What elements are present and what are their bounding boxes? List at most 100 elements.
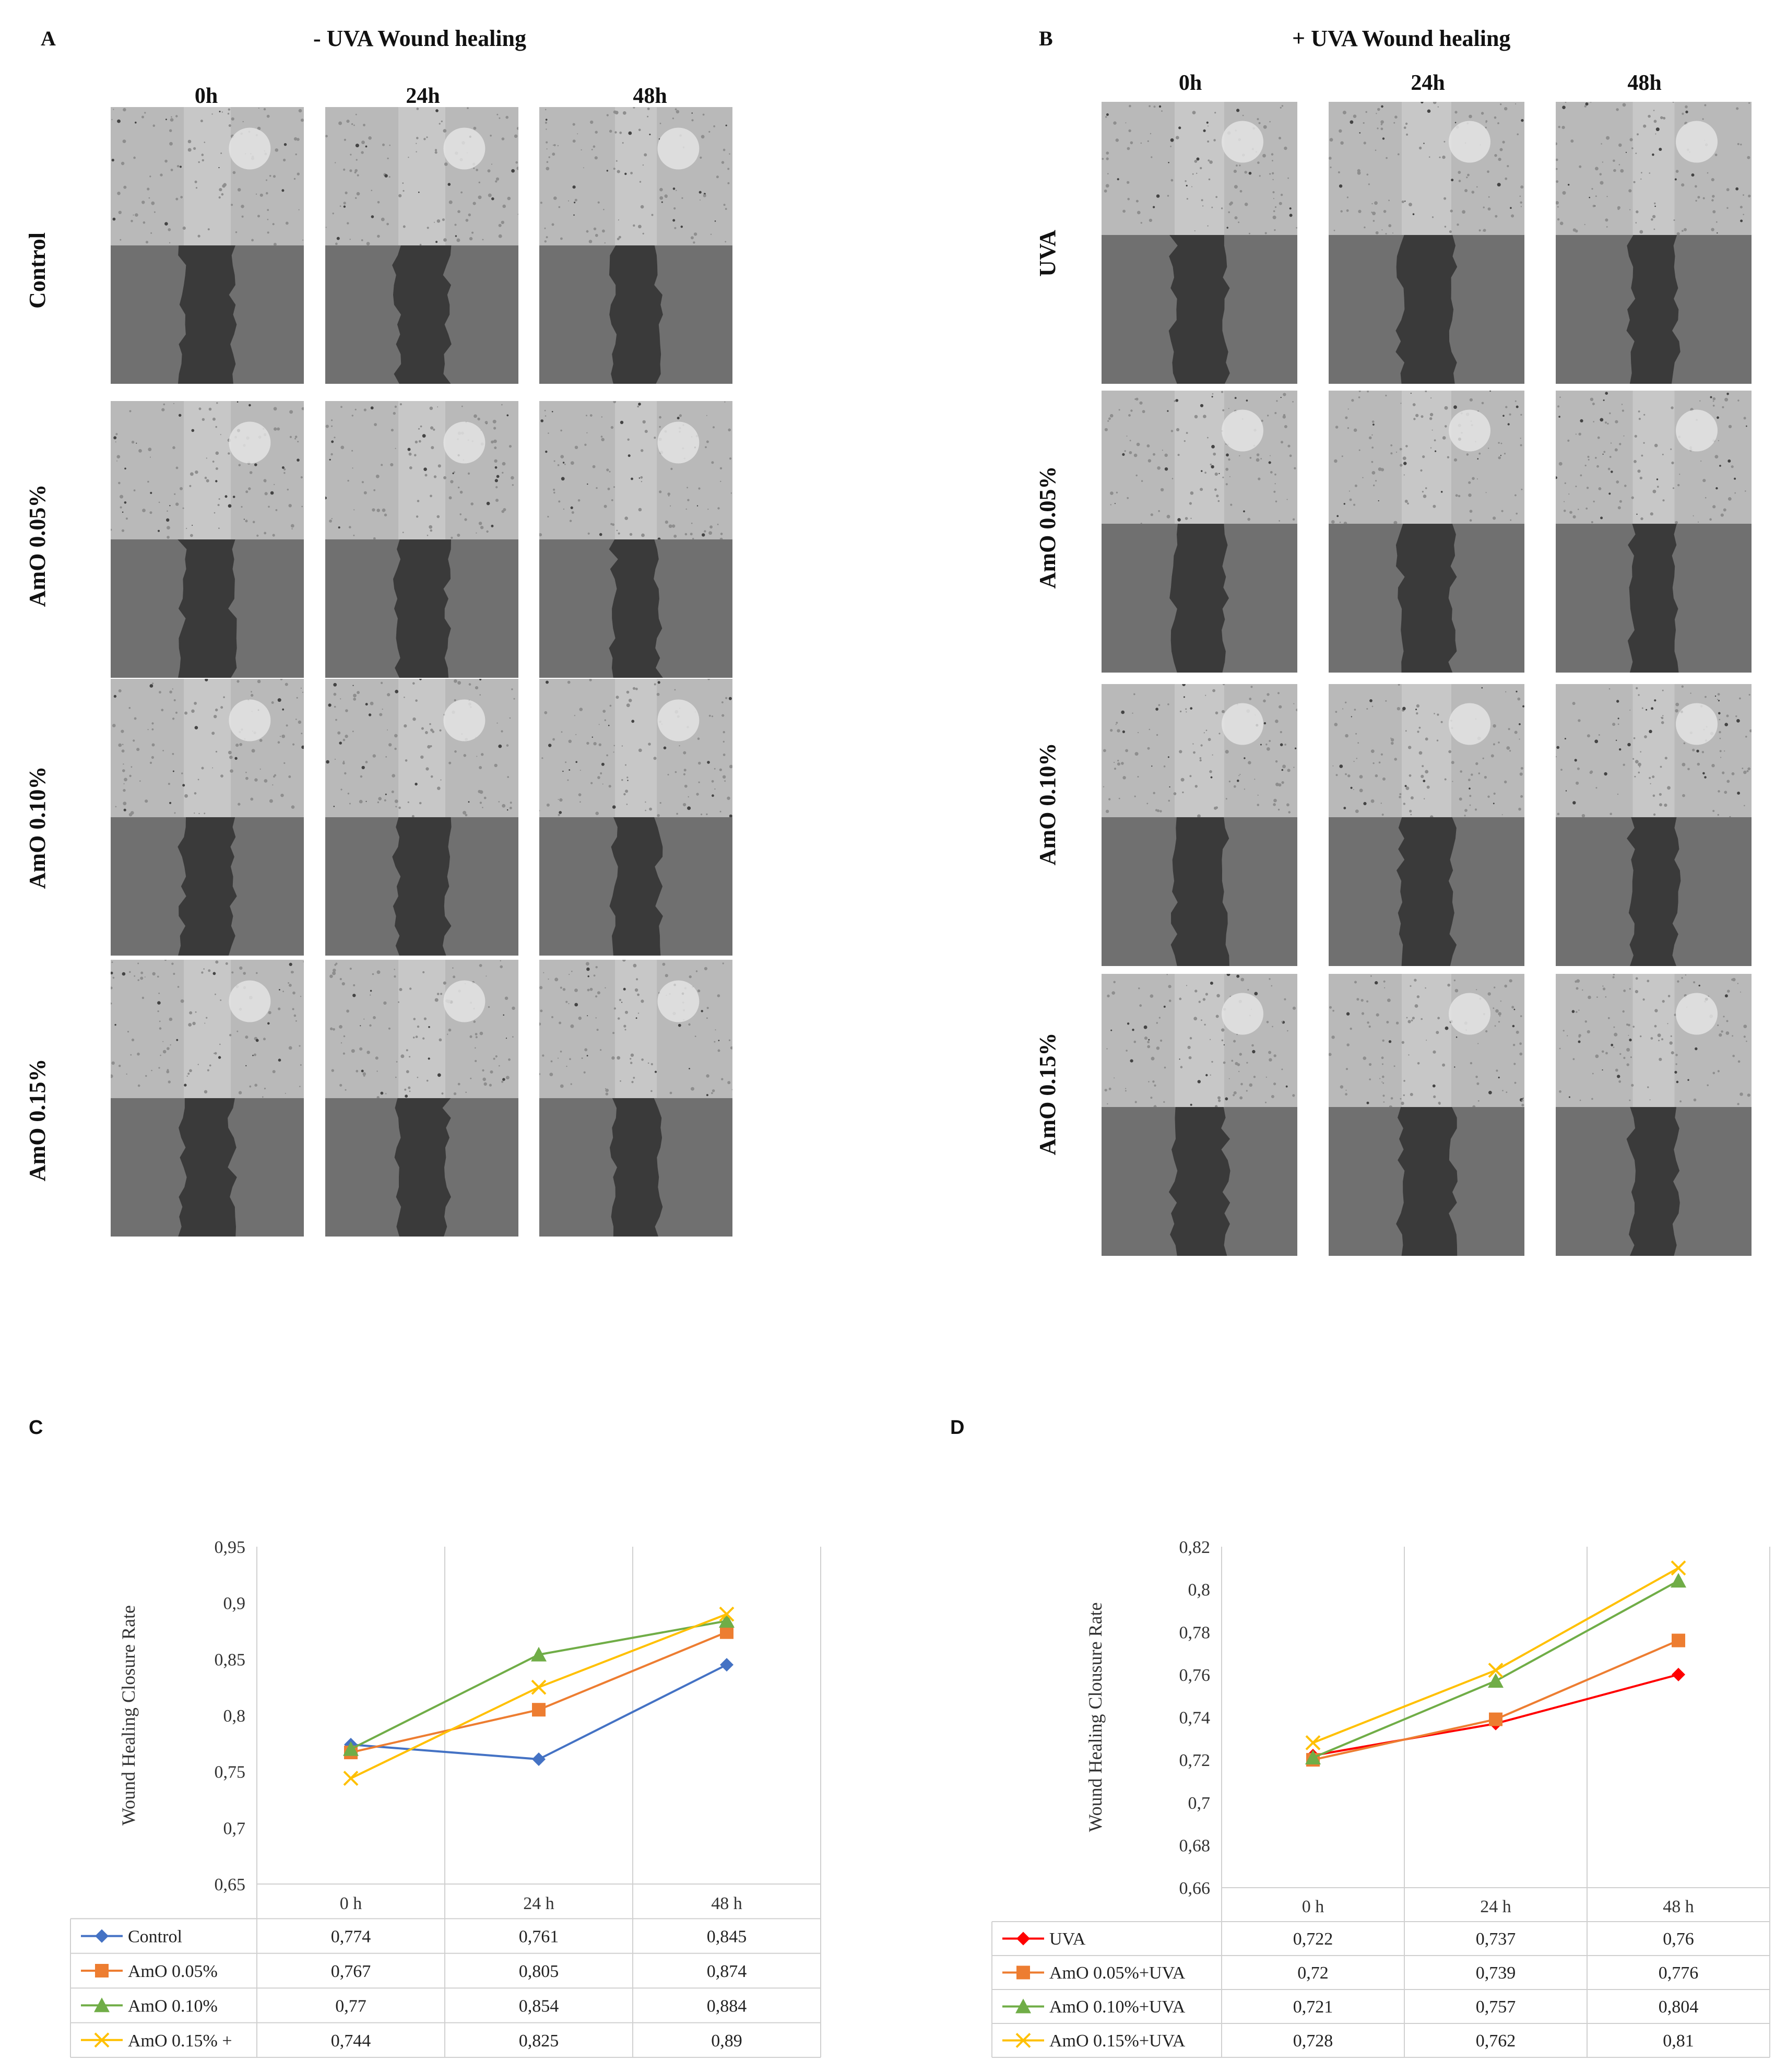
point-marker xyxy=(1672,1633,1685,1647)
point-marker xyxy=(532,1703,546,1717)
x-category-label: 24 h xyxy=(523,1894,554,1913)
panel-a-row-label-amo-005: AmO 0.05% xyxy=(25,484,50,607)
table-cell-value: 0,721 xyxy=(1293,1997,1333,2017)
table-cell-value: 0,884 xyxy=(707,1996,747,2016)
panel-a-time-0h: 0h xyxy=(194,84,218,108)
legend-label: AmO 0.05% xyxy=(128,1962,218,1981)
panel-b-row-label-amo-015: AmO 0.15% xyxy=(1035,1032,1060,1156)
y-tick-label: 0,8 xyxy=(1188,1581,1211,1600)
panel-letter-c: C xyxy=(29,1417,43,1439)
y-tick-label: 0,8 xyxy=(223,1706,246,1726)
panel-b-cell-r2-c2 xyxy=(1329,391,1524,673)
point-marker xyxy=(1672,1667,1685,1681)
panel-a-cell-r2-c3 xyxy=(539,401,732,678)
table-cell-value: 0,81 xyxy=(1663,2031,1694,2051)
table-cell-value: 0,737 xyxy=(1476,1929,1516,1949)
table-cell-value: 0,722 xyxy=(1293,1929,1333,1949)
point-marker xyxy=(531,1679,547,1695)
point-marker xyxy=(719,1606,735,1622)
panel-b-cell-r4-c1 xyxy=(1102,974,1297,1256)
table-cell-value: 0,744 xyxy=(331,2031,371,2051)
panel-a-cell-r3-c1 xyxy=(111,679,304,956)
point-marker xyxy=(1305,1735,1321,1750)
legend-label: UVA xyxy=(1049,1929,1086,1949)
legend-key xyxy=(1002,1932,1044,1946)
table-cell-value: 0,825 xyxy=(519,2031,559,2051)
point-marker xyxy=(1015,1998,1031,2014)
table-cell-value: 0,761 xyxy=(519,1927,559,1947)
table-cell-value: 0,854 xyxy=(519,1996,559,2016)
table-cell-value: 0,804 xyxy=(1659,1997,1699,2017)
series-amo-0-15-uva xyxy=(1305,1560,1686,1750)
point-marker xyxy=(94,1997,110,2012)
panel-b-cell-r1-c3 xyxy=(1556,102,1752,384)
panel-letter-b: B xyxy=(1039,27,1053,50)
panel-a-cell-r1-c1 xyxy=(111,107,304,384)
table-cell-value: 0,728 xyxy=(1293,2031,1333,2051)
panel-a-cell-r4-c2 xyxy=(325,960,518,1237)
table-cell-value: 0,767 xyxy=(331,1962,371,1981)
panel-a-cell-r2-c1 xyxy=(111,401,304,678)
legend-key xyxy=(81,1997,123,2012)
y-tick-label: 0,76 xyxy=(1179,1666,1211,1685)
series-line xyxy=(1312,1639,1679,1761)
chart-d: 0,66 0,68 0,7 0,72 0,74 0,76 0,78 0,8 0,82 Wound … xyxy=(888,1514,1775,2072)
panel-letter-d: D xyxy=(950,1417,965,1439)
point-marker xyxy=(94,2032,110,2048)
panel-b-cell-r4-c3 xyxy=(1556,974,1752,1256)
x-category-label: 0 h xyxy=(1302,1897,1324,1916)
panel-a-cell-r4-c1 xyxy=(111,960,304,1237)
legend-key xyxy=(1002,1998,1044,2014)
point-marker xyxy=(719,1613,735,1628)
series-amo-0-05- xyxy=(344,1625,733,1760)
panel-b-cell-r4-c2 xyxy=(1329,974,1524,1256)
series-amo-0-10- xyxy=(343,1613,735,1756)
y-tick-label: 0,9 xyxy=(223,1594,246,1614)
panel-b-cell-r3-c2 xyxy=(1329,684,1524,966)
panel-a-title: - UVA Wound healing xyxy=(313,26,526,51)
panel-a-time-24h: 24h xyxy=(406,84,440,108)
panel-b-time-48h: 48h xyxy=(1627,71,1662,95)
panel-a-time-48h: 48h xyxy=(633,84,667,108)
table-cell-value: 0,76 xyxy=(1663,1929,1694,1949)
legend-label: AmO 0.10%+UVA xyxy=(1049,1997,1186,2017)
point-marker xyxy=(343,1741,359,1756)
point-marker xyxy=(343,1771,359,1786)
y-tick-label: 0,7 xyxy=(223,1819,246,1838)
y-tick-label: 0,95 xyxy=(215,1538,246,1557)
panel-b-time-0h: 0h xyxy=(1178,71,1202,95)
panel-b-cell-r1-c2 xyxy=(1329,102,1524,384)
panel-a-cell-r4-c3 xyxy=(539,960,732,1237)
panel-b-row-label-uva: UVA xyxy=(1035,230,1060,277)
y-tick-label: 0,75 xyxy=(215,1763,246,1782)
chart-c: 0,65 0,7 0,75 0,8 0,85 0,9 0,95 Wound Healing C… xyxy=(0,1514,888,2072)
legend-label: AmO 0.10% xyxy=(128,1996,218,2016)
panel-letter-a: A xyxy=(41,27,56,50)
point-marker xyxy=(720,1658,733,1672)
panel-b-time-24h: 24h xyxy=(1411,71,1445,95)
panel-b-cell-r3-c3 xyxy=(1556,684,1752,966)
table-cell-value: 0,757 xyxy=(1476,1997,1516,2017)
point-marker xyxy=(1015,2033,1031,2048)
y-axis-label: Wound Healing Clousure Rate xyxy=(1085,1602,1106,1832)
point-marker xyxy=(1016,1965,1030,1980)
table-cell-value: 0,739 xyxy=(1476,1963,1516,1983)
point-marker xyxy=(1016,1932,1030,1946)
panel-a-row-label-amo-015: AmO 0.15% xyxy=(25,1058,50,1182)
point-marker xyxy=(531,1646,547,1662)
table-cell-value: 0,874 xyxy=(707,1962,747,1981)
point-marker xyxy=(95,1929,109,1943)
y-tick-label: 0,74 xyxy=(1179,1709,1211,1728)
x-category-label: 48 h xyxy=(711,1894,742,1913)
panel-b-cell-r1-c1 xyxy=(1102,102,1297,384)
chart-c-svg: 0,65 0,7 0,75 0,8 0,85 0,9 0,95 Wound Healing C… xyxy=(70,1538,821,2058)
y-tick-label: 0,85 xyxy=(215,1650,246,1669)
y-tick-label: 0,65 xyxy=(215,1875,246,1894)
table-cell-value: 0,89 xyxy=(711,2031,742,2051)
legend-label: Control xyxy=(128,1927,182,1947)
legend-key xyxy=(81,1929,123,1943)
panel-b-cell-r2-c3 xyxy=(1556,391,1752,673)
table-cell-value: 0,805 xyxy=(519,1962,559,1981)
panel-a-cell-r3-c2 xyxy=(325,679,518,956)
series-line xyxy=(350,1620,727,1750)
